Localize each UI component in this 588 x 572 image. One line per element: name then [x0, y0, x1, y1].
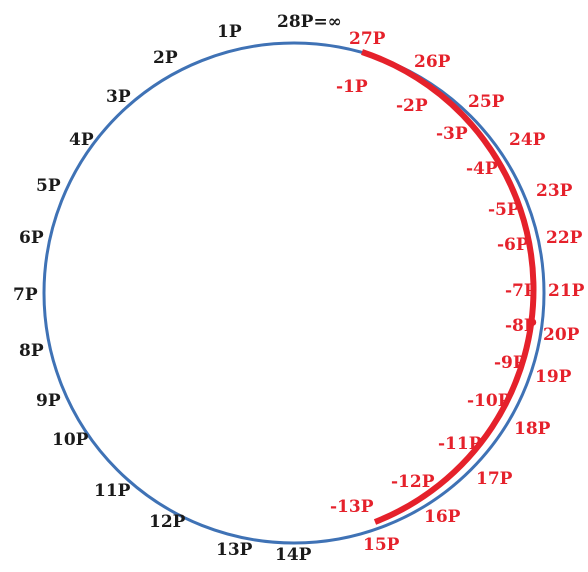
label-neg-7p: -7P	[505, 281, 537, 301]
label-27p: 27P	[349, 29, 386, 49]
label-6p: 6P	[19, 228, 44, 248]
label-10p: 10P	[52, 430, 89, 450]
label-neg-10p: -10P	[467, 391, 511, 411]
label-infinity: 28P=∞	[277, 12, 342, 32]
label-neg-4p: -4P	[466, 159, 498, 179]
label-20p: 20P	[543, 325, 580, 345]
label-neg-11p: -11P	[438, 434, 482, 454]
label-12p: 12P	[149, 512, 186, 532]
label-26p: 26P	[414, 52, 451, 72]
label-2p: 2P	[153, 48, 178, 68]
label-neg-12p: -12P	[391, 472, 435, 492]
label-neg-3p: -3P	[436, 124, 468, 144]
label-3p: 3P	[106, 87, 131, 107]
label-13p: 13P	[216, 540, 253, 560]
label-21p: 21P	[548, 281, 585, 301]
label-19p: 19P	[535, 367, 572, 387]
label-7p: 7P	[13, 285, 38, 305]
label-14p: 14P	[275, 545, 312, 565]
label-11p: 11P	[94, 481, 131, 501]
label-16p: 16P	[424, 507, 461, 527]
label-1p: 1P	[217, 22, 242, 42]
label-17p: 17P	[476, 469, 513, 489]
label-neg-2p: -2P	[396, 96, 428, 116]
label-23p: 23P	[536, 181, 573, 201]
label-18p: 18P	[514, 419, 551, 439]
label-15p: 15P	[363, 535, 400, 555]
label-neg-6p: -6P	[497, 235, 529, 255]
label-neg-13p: -13P	[330, 497, 374, 517]
red-arc	[361, 49, 537, 525]
label-4p: 4P	[69, 130, 94, 150]
label-neg-8p: -8P	[505, 316, 537, 336]
label-neg-9p: -9P	[494, 353, 526, 373]
label-neg-1p: -1P	[336, 77, 368, 97]
label-25p: 25P	[468, 92, 505, 112]
label-5p: 5P	[36, 176, 61, 196]
label-22p: 22P	[546, 228, 583, 248]
label-24p: 24P	[509, 130, 546, 150]
label-8p: 8P	[19, 341, 44, 361]
label-neg-5p: -5P	[488, 200, 520, 220]
label-9p: 9P	[36, 391, 61, 411]
full-circle	[42, 41, 546, 545]
